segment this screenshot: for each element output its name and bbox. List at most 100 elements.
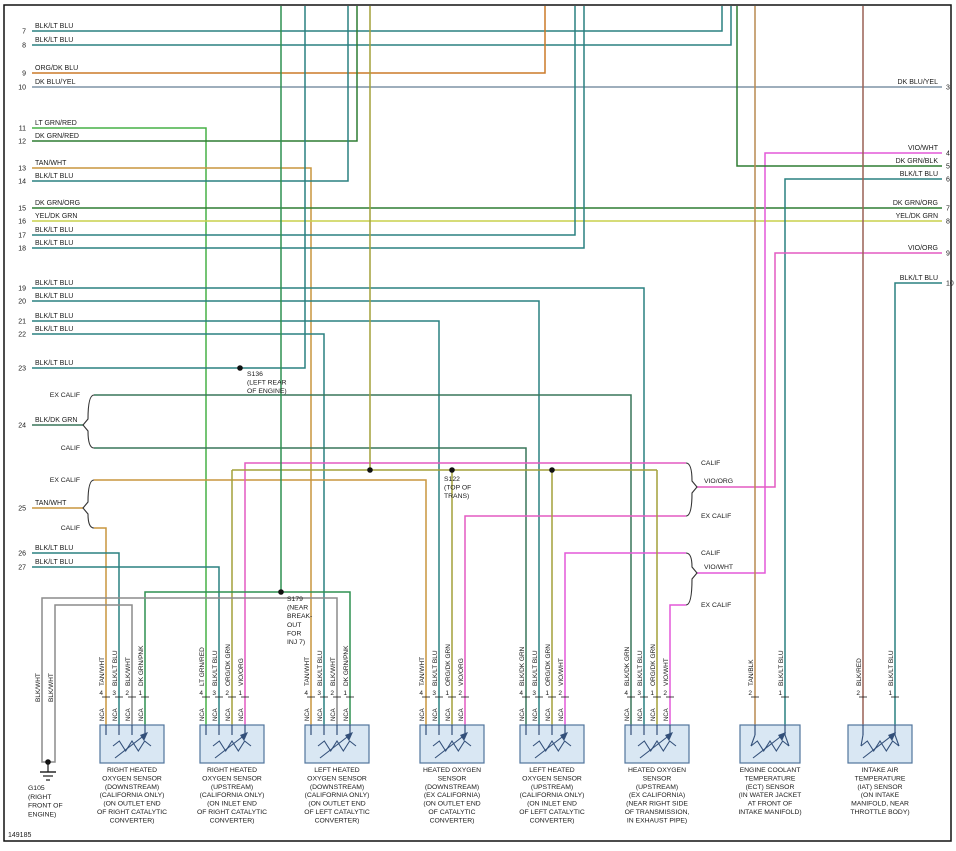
left-pin-number: 21 xyxy=(18,319,26,326)
page-border xyxy=(3,4,952,842)
pin-wire-color-label: ORG/DK GRN xyxy=(225,644,232,686)
variable-arrow xyxy=(534,733,567,759)
splice-label-line: OF ENGINE) xyxy=(247,388,287,395)
pin-wire-color-label: BLK/LT BLU xyxy=(212,650,219,686)
right-wire-color-label: VIO/ORG xyxy=(908,245,938,252)
wire xyxy=(144,591,351,725)
sensor-caption-line: (UPSTREAM) xyxy=(211,784,253,791)
left-pin-number: 14 xyxy=(18,179,26,186)
variable-arrow xyxy=(114,733,147,759)
sensor-caption-line: (ON INTAKE xyxy=(861,792,900,799)
pin-number: 2 xyxy=(330,690,334,697)
left-pin-number: 9 xyxy=(22,71,26,78)
pin-nca-label: NCA xyxy=(213,708,219,721)
left-wire-color-label: DK BLU/YEL xyxy=(35,79,76,86)
sensor-caption-line: (ON INLET END xyxy=(527,801,577,808)
sensor-caption-line: (CALIFORNIA ONLY) xyxy=(520,792,585,799)
pin-number: 3 xyxy=(432,690,436,697)
sensor-caption-line: TEMPERATURE xyxy=(745,775,796,782)
left-wire-color-label: BLK/LT BLU xyxy=(35,545,73,552)
splice-label-line: (TOP OF xyxy=(444,485,471,492)
splice-label-line: (NEAR xyxy=(287,605,308,612)
calif-group-label: CALIF xyxy=(61,445,80,452)
left-wire-color-label: BLK/LT BLU xyxy=(35,360,73,367)
pin-number: 2 xyxy=(856,690,860,697)
sensor-caption-line: SENSOR xyxy=(643,775,672,782)
left-wire-color-label: BLK/LT BLU xyxy=(35,559,73,566)
pin-wire-color-label: BLK/LT BLU xyxy=(888,650,895,686)
left-wire-color-label: BLK/DK GRN xyxy=(35,417,77,424)
pin-wire-color-label: TAN/BLK xyxy=(748,659,755,686)
sensor-caption-line: OF CATALYTIC xyxy=(428,809,475,816)
symbol-lead xyxy=(784,734,790,747)
sensor-caption-line: OXYGEN SENSOR xyxy=(202,775,262,782)
pin-wire-color-label: BLK/WHT xyxy=(330,657,337,686)
wire xyxy=(41,597,338,763)
sensor-caption-line: (EX CALIFORNIA) xyxy=(629,792,685,799)
sensor-caption-line: LEFT HEATED xyxy=(529,767,575,774)
pin-number: 1 xyxy=(888,690,892,697)
wire xyxy=(736,6,942,167)
wire xyxy=(94,394,632,725)
pin-nca-label: NCA xyxy=(638,708,644,721)
sensor-caption-line: (ON OUTLET END xyxy=(423,801,480,808)
sensor-caption-line: (CALIFORNIA ONLY) xyxy=(100,792,165,799)
wire xyxy=(94,447,527,725)
left-pin-number: 8 xyxy=(22,43,26,50)
splice-label-line: TRANS) xyxy=(444,493,469,500)
sensor-caption-line: (ON OUTLET END xyxy=(308,801,365,808)
pin-number: 4 xyxy=(419,690,423,697)
arrow-head xyxy=(345,732,353,741)
wire xyxy=(32,552,120,725)
arrow-head xyxy=(665,732,673,741)
left-pin-number: 10 xyxy=(18,85,26,92)
wire xyxy=(464,515,686,725)
left-pin-number: 20 xyxy=(18,299,26,306)
symbol-lead xyxy=(860,734,864,747)
left-pin-number: 26 xyxy=(18,551,26,558)
left-wire-color-label: BLK/LT BLU xyxy=(35,227,73,234)
pin-number: 2 xyxy=(748,690,752,697)
pin-nca-label: NCA xyxy=(651,708,657,721)
splice-label-line: S122 xyxy=(444,476,460,483)
wire xyxy=(784,178,942,725)
pin-number: 2 xyxy=(558,690,562,697)
left-wire-color-label: BLK/LT BLU xyxy=(35,280,73,287)
left-pin-number: 23 xyxy=(18,366,26,373)
right-wire-color-label: BLK/LT BLU xyxy=(900,275,938,282)
pin-number: 2 xyxy=(663,690,667,697)
left-wire-color-label: BLK/LT BLU xyxy=(35,240,73,247)
right-wire-color-label: DK GRN/BLK xyxy=(896,158,939,165)
pin-nca-label: NCA xyxy=(459,708,465,721)
left-pin-number: 16 xyxy=(18,219,26,226)
wire xyxy=(32,127,207,725)
pin-number: 4 xyxy=(304,690,308,697)
pin-nca-label: NCA xyxy=(239,708,245,721)
right-pin-number: 3 xyxy=(946,85,950,92)
pin-number: 3 xyxy=(212,690,216,697)
pin-wire-color-label: VIO/WHT xyxy=(663,658,670,686)
pin-number: 2 xyxy=(125,690,129,697)
pin-number: 3 xyxy=(637,690,641,697)
sensor-caption-line: (UPSTREAM) xyxy=(531,784,573,791)
left-pin-number: 22 xyxy=(18,332,26,339)
pin-number: 2 xyxy=(225,690,229,697)
sensor-caption-line: OF LEFT CATALYTIC xyxy=(519,809,585,816)
sensor-caption-line: (UPSTREAM) xyxy=(636,784,678,791)
wire xyxy=(564,552,686,725)
wire xyxy=(32,6,732,46)
wire xyxy=(32,320,440,725)
pin-wire-color-label: ORG/DK GRN xyxy=(445,644,452,686)
splice-dot xyxy=(367,467,373,473)
pin-nca-label: NCA xyxy=(318,708,324,721)
sensor-caption-line: CONVERTER) xyxy=(430,817,475,824)
pin-nca-label: NCA xyxy=(664,708,670,721)
pin-nca-label: NCA xyxy=(433,708,439,721)
symbol-lead xyxy=(750,734,756,747)
sensor-caption-line: (ECT) SENSOR xyxy=(746,784,795,791)
pin-wire-color-label: DK GRN/PNK xyxy=(138,645,145,686)
sensor-caption-line: RIGHT HEATED xyxy=(207,767,257,774)
pin-wire-color-label: DK GRN/PNK xyxy=(343,645,350,686)
pin-wire-color-label: ORG/DK GRN xyxy=(545,644,552,686)
pin-wire-color-label: BLK/LT BLU xyxy=(637,650,644,686)
